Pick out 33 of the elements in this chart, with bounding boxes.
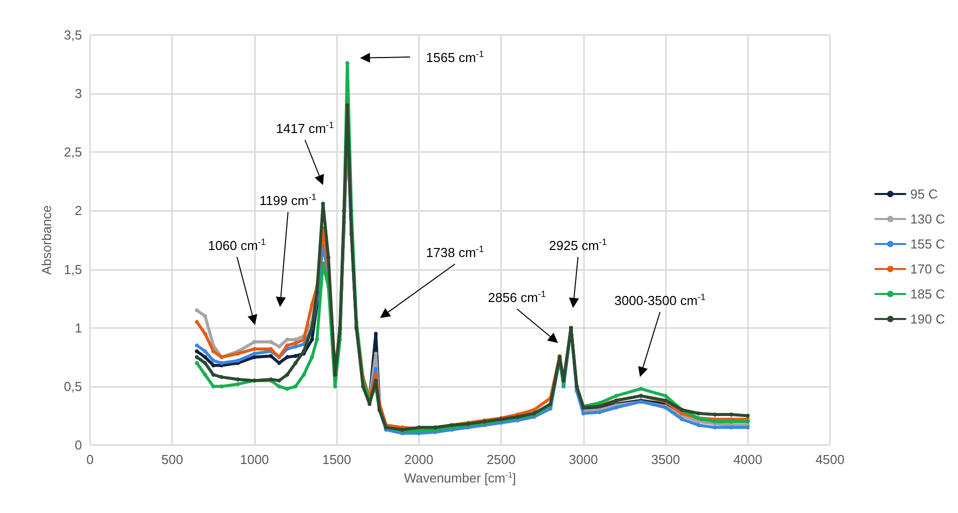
annotation: 3000-3500 cm$^{-1}$ [614,292,706,308]
x-tick-label: 2000 [404,452,434,467]
legend-label: 155 C [910,236,946,252]
y-tick-label: 1 [74,320,82,336]
x-tick-label: 2500 [486,452,516,467]
x-tick-label: 4000 [733,452,762,467]
annotation: 2856 cm$^{-1}$ [488,289,546,305]
y-tick-label: 0 [74,438,82,452]
annotation: 1417 cm$^{-1}$ [276,120,334,136]
annotation: 1738 cm$^{-1}$ [426,244,484,260]
legend-label: 170 C [910,262,946,276]
legend-label: 190 C [910,312,946,326]
y-tick-label: 1,5 [64,262,82,277]
y-tick-label: 3,5 [64,28,82,42]
x-tick-label: 1000 [240,452,269,467]
legend-label: 130 C [910,212,946,226]
annotation: 1199 cm$^{-1}$ [260,192,316,208]
y-tick-label: 2,5 [64,144,82,160]
x-tick-label: 0 [86,452,94,467]
y-axis-title: Absorbance [39,205,54,275]
y-tick-label: 2 [74,203,82,218]
legend-label: 185 C [910,286,946,302]
x-tick-label: 3000 [568,452,598,467]
y-tick-label: 3 [74,86,82,102]
x-tick-label: 4500 [816,452,844,467]
legend-label: 95 C [910,186,938,202]
x-tick-label: 1500 [322,452,352,467]
x-tick-label: 500 [161,452,184,467]
x-tick-label: 3500 [651,452,680,467]
y-tick-label: 0,5 [64,378,82,394]
annotation: 1565 cm$^{-1}$ [426,49,484,65]
annotation: 2925 cm$^{-1}$ [549,237,607,253]
annotation: 1060 cm$^{-1}$ [208,237,266,253]
